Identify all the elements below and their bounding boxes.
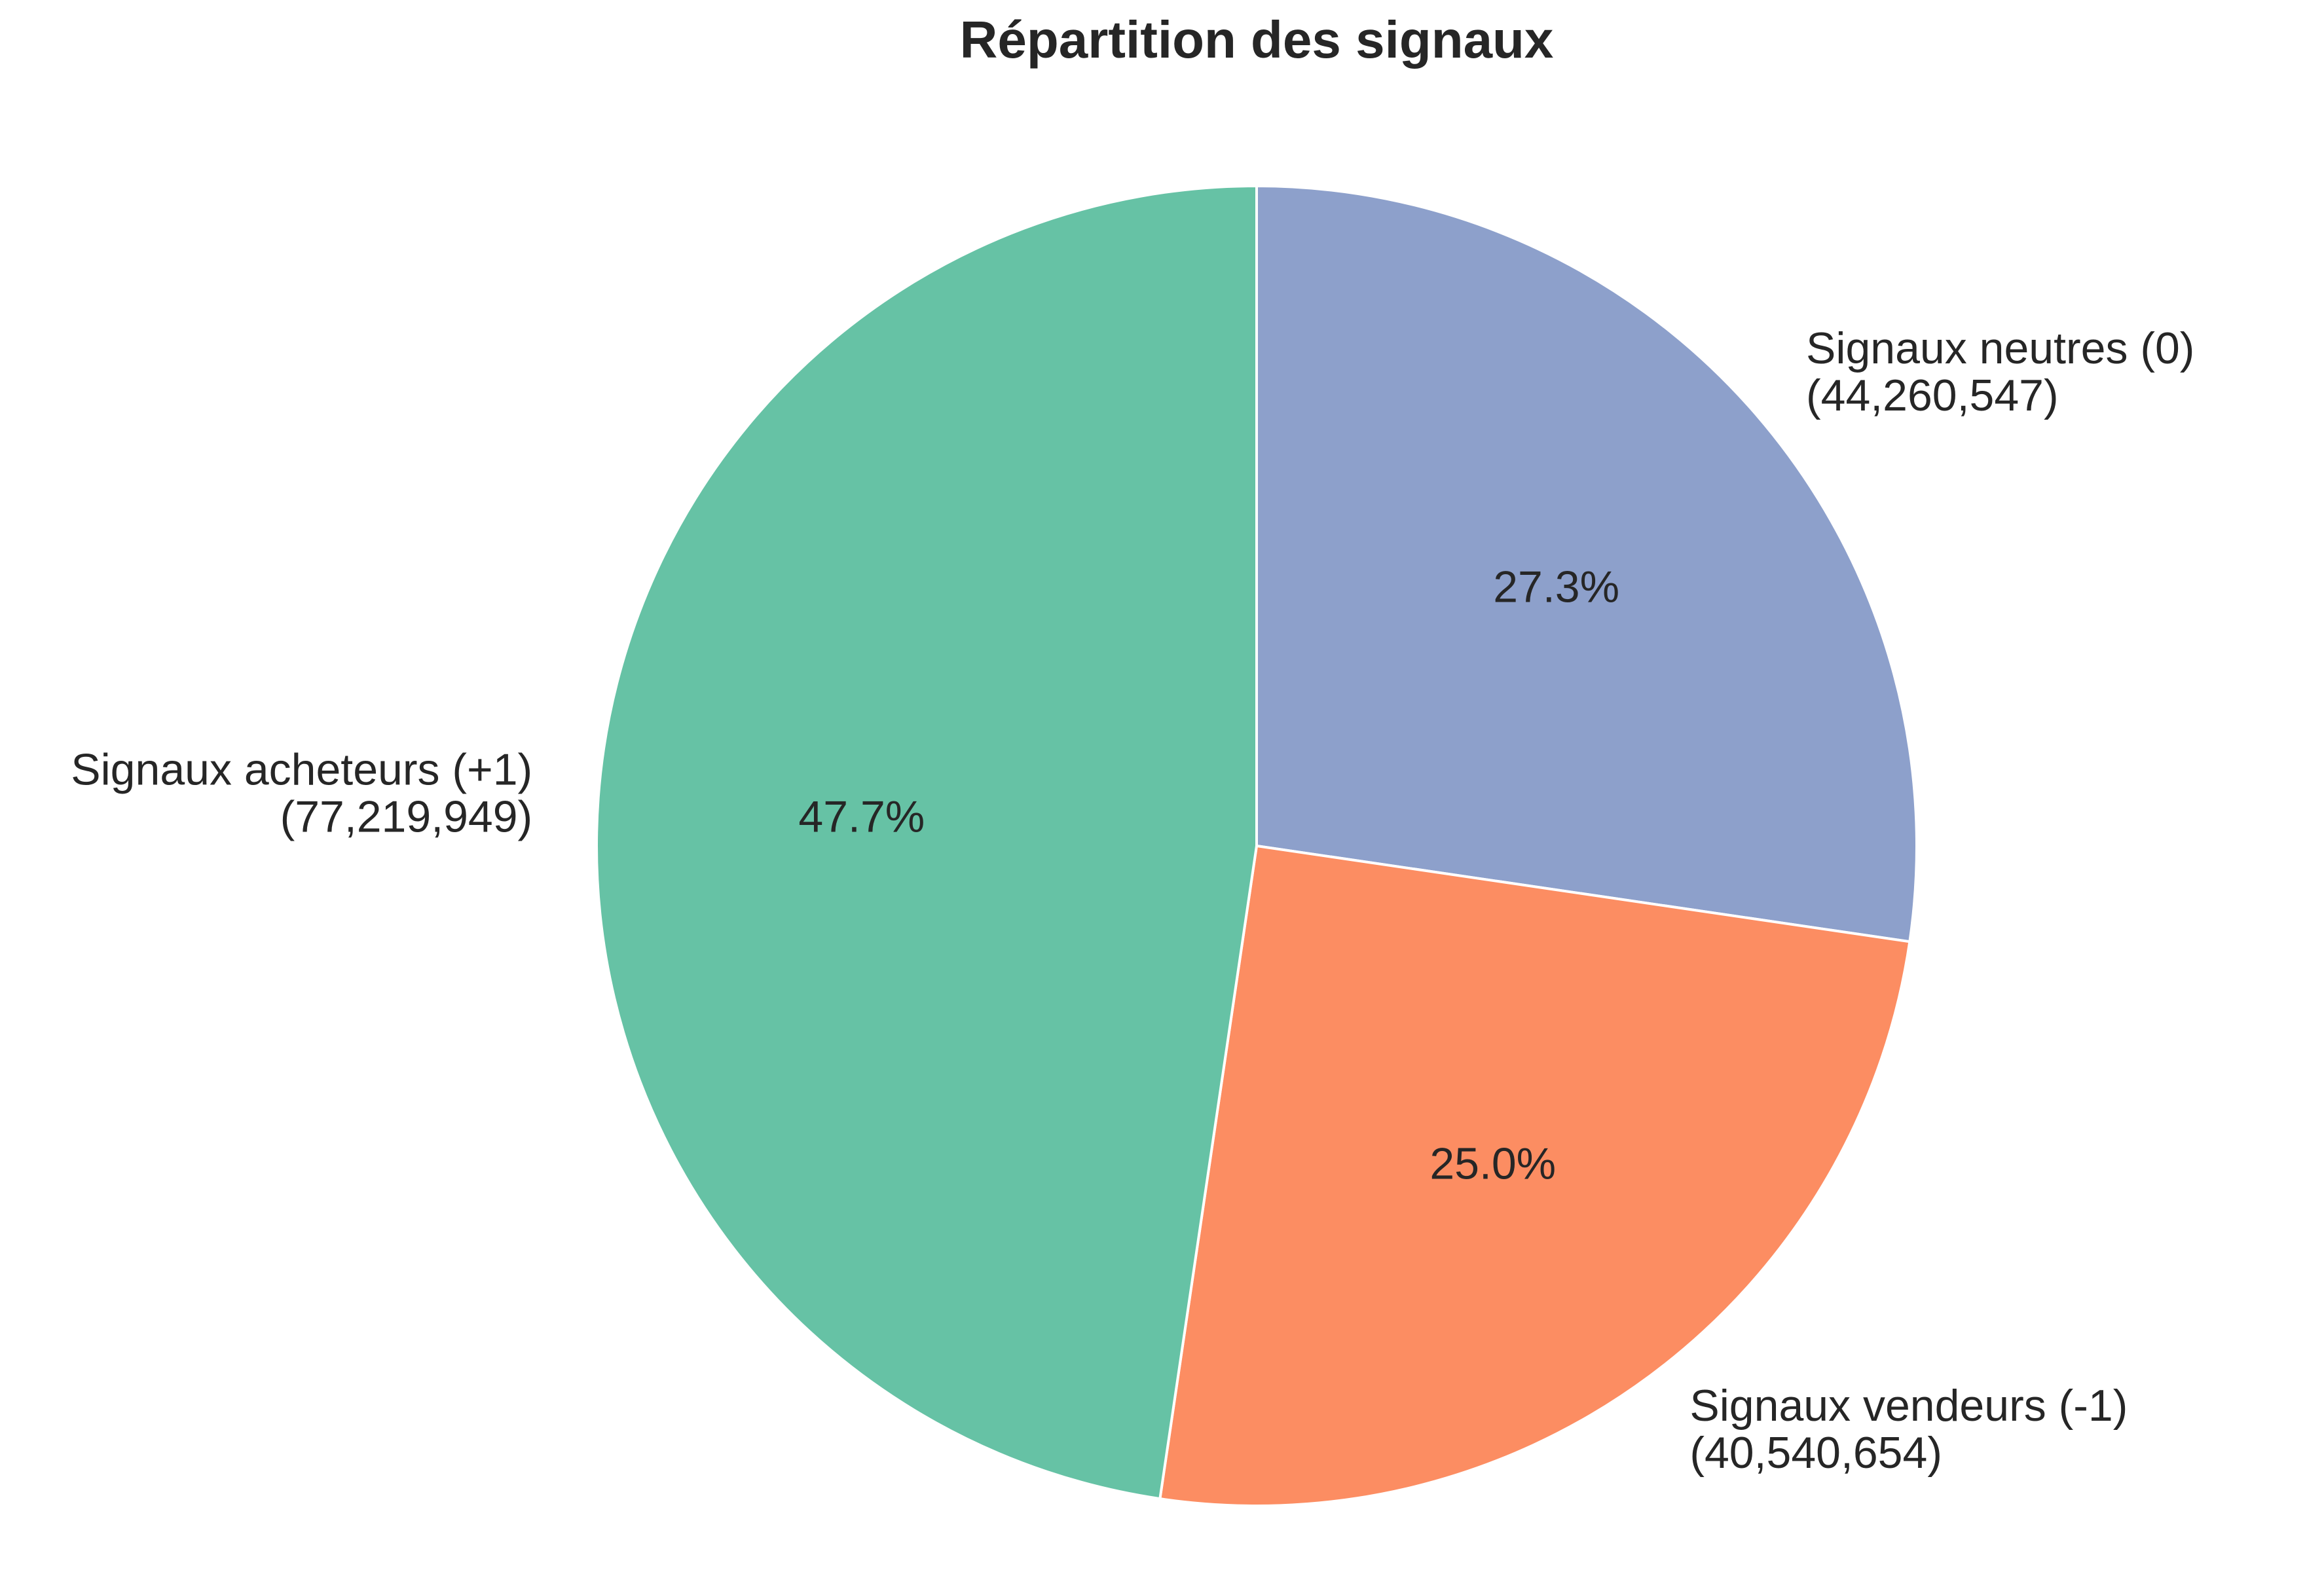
slice-label-name: Signaux acheteurs (+1): [71, 745, 532, 795]
percent-label: 27.3%: [1493, 562, 1619, 612]
slice-label-count: (44,260,547): [1806, 371, 2059, 420]
pie-slice: [595, 184, 1258, 1501]
pie-slice: [1255, 184, 1918, 943]
percent-label: 25.0%: [1429, 1139, 1556, 1188]
slice-label-count: (77,219,949): [280, 792, 533, 842]
percent-label: 47.7%: [798, 792, 925, 842]
pie-slice: [1158, 844, 1911, 1507]
slice-labels: Signaux neutres (0) (44,260,547) Signaux v…: [71, 323, 2194, 1478]
pie-slices: [595, 184, 1918, 1507]
slice-label-name: Signaux neutres (0): [1806, 323, 2194, 373]
slice-label: Signaux acheteurs (+1) (77,219,949): [71, 745, 532, 842]
slice-label: Signaux vendeurs (-1) (40,540,654): [1689, 1381, 2128, 1478]
slice-label-count: (40,540,654): [1689, 1428, 1942, 1478]
percent-labels: 27.3% 25.0% 47.7%: [798, 562, 1619, 1189]
chart-title: Répartition des signaux: [960, 10, 1554, 69]
slice-label-name: Signaux vendeurs (-1): [1689, 1381, 2128, 1431]
slice-label: Signaux neutres (0) (44,260,547): [1806, 323, 2194, 420]
